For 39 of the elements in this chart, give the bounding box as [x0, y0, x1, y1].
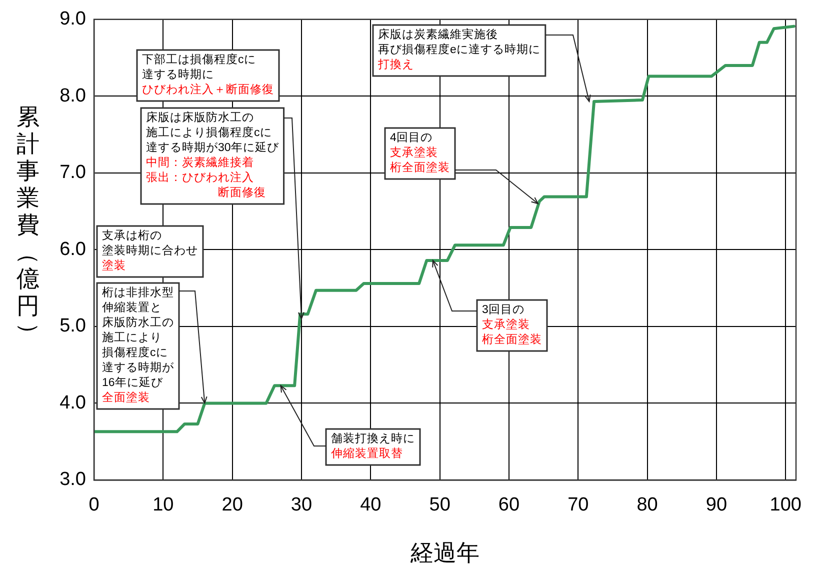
annotation: 支承塗装: [482, 318, 530, 331]
annotation: 下部工は損傷程度cに達する時期に: [142, 52, 256, 81]
text: 累計事業費（億円）: [16, 103, 43, 346]
annotation: 床版は床版防水工の施工により損傷程度cに達する時期が30年に延び: [146, 110, 280, 154]
annotation: 桁は非排水型伸縮装置と床版防水工の施工により損傷程度cに達する時期が16年に延び: [101, 286, 175, 389]
y-tick-label: 7.0: [60, 162, 86, 184]
x-tick-label: 0: [88, 494, 100, 516]
annotation: 3回目の: [482, 302, 524, 316]
annotation: 打換え: [377, 58, 414, 71]
annotation: 床版は炭素繊維実施後再び損傷程度eに達する時期に: [378, 26, 540, 56]
annotation: ひびわれ注入＋断面修復: [142, 82, 274, 96]
annotation: 舗装打換え時に: [331, 432, 415, 445]
x-tick-label: 80: [636, 494, 658, 516]
x-tick-label: 20: [222, 494, 243, 516]
x-tick-label: 30: [290, 494, 312, 516]
annotation: 塗装: [102, 258, 126, 272]
x-tick-label: 100: [770, 494, 802, 516]
annotation: 支承は桁の塗装時期に合わせ: [102, 228, 198, 257]
annotation: 全面塗装: [102, 390, 150, 404]
x-tick-label: 60: [498, 494, 520, 516]
x-tick-label: 40: [360, 494, 382, 516]
y-tick-label: 4.0: [60, 392, 86, 414]
annotation: 桁全面塗装: [482, 332, 542, 346]
x-tick-label: 10: [152, 494, 174, 516]
annotation: 中間：炭素繊維接着: [146, 154, 254, 169]
y-tick-label: 9.0: [60, 8, 86, 30]
x-axis-title: 経過年: [410, 540, 480, 566]
x-tick-label: 50: [429, 494, 450, 516]
annotation: 伸縮装置取替: [330, 446, 403, 460]
y-tick-label: 5.0: [60, 316, 86, 337]
x-tick-label: 90: [706, 494, 728, 516]
y-tick-label: 6.0: [60, 238, 86, 260]
x-tick-label: 70: [568, 494, 589, 516]
annotation: 桁全面塗装: [390, 160, 450, 174]
y-tick-label: 3.0: [60, 469, 86, 490]
y-tick-label: 8.0: [60, 85, 86, 106]
annotation: 張出：ひびわれ注入断面修復: [146, 170, 266, 199]
annotation: 支承塗装: [390, 146, 438, 159]
annotation: 4回目の: [390, 130, 432, 144]
